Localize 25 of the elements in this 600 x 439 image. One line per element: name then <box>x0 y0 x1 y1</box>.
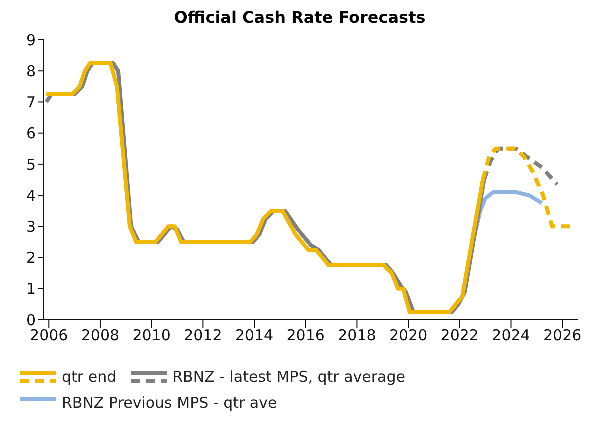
y-tick-label: 4 <box>26 186 36 205</box>
y-tick-label: 6 <box>26 124 36 143</box>
x-tick-label: 2020 <box>389 326 428 345</box>
x-tick-label: 2014 <box>235 326 274 345</box>
legend-label: RBNZ - latest MPS, qtr average <box>172 368 406 386</box>
y-tick-label: 5 <box>26 156 36 174</box>
x-tick-label: 2006 <box>30 326 68 345</box>
y-tick-label: 0 <box>26 311 36 330</box>
x-tick-label: 2010 <box>132 326 171 345</box>
x-tick-label: 2012 <box>184 326 222 345</box>
x-tick-label: 2016 <box>286 326 325 345</box>
x-tick-label: 2022 <box>440 326 479 345</box>
y-tick-label: 7 <box>26 94 36 112</box>
x-tick-label: 2026 <box>544 326 582 345</box>
x-tick-label: 2008 <box>81 326 120 345</box>
y-tick-label: 8 <box>26 62 36 80</box>
x-tick-label: 2024 <box>492 326 530 345</box>
y-tick-label: 3 <box>26 218 36 236</box>
y-tick-label: 9 <box>26 31 36 50</box>
x-tick-label: 2018 <box>338 326 376 345</box>
chart-title: Official Cash Rate Forecasts <box>173 8 427 28</box>
legend-label: qtr end <box>62 368 117 386</box>
legend-label: RBNZ Previous MPS - qtr ave <box>62 394 278 412</box>
y-tick-label: 2 <box>26 249 36 268</box>
y-tick-label: 1 <box>26 280 36 298</box>
